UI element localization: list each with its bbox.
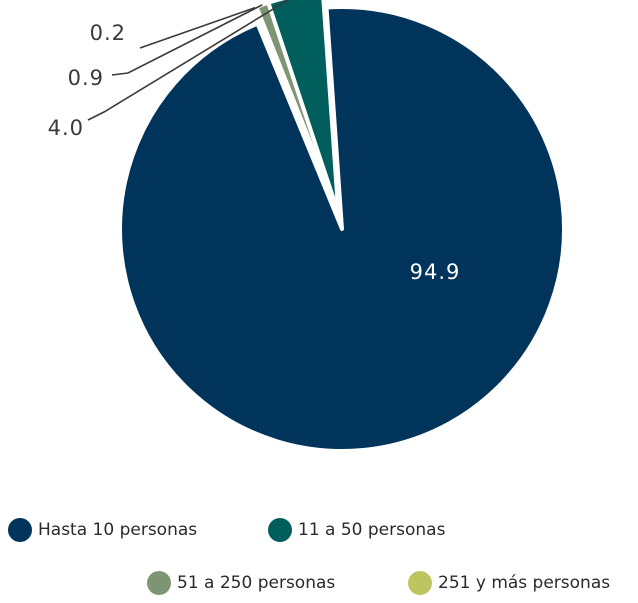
- legend-swatch: [268, 518, 292, 542]
- data-label-251-y-mas: 0.2: [90, 21, 126, 45]
- leader-line-11-a-50: [87, 0, 290, 121]
- legend-row-1: Hasta 10 personas 11 a 50 personas: [0, 510, 638, 550]
- pie-slice-hasta-10[interactable]: [118, 5, 566, 453]
- legend-swatch: [8, 518, 32, 542]
- legend-label: 251 y más personas: [438, 573, 611, 593]
- legend-swatch: [147, 571, 171, 595]
- leader-line-51-a-250: [111, 4, 263, 76]
- legend-row-2: 51 a 250 personas 251 y más personas: [0, 563, 638, 603]
- legend-label: Hasta 10 personas: [38, 520, 198, 540]
- legend-item-11-a-50[interactable]: 11 a 50 personas: [268, 510, 445, 550]
- legend-item-hasta-10[interactable]: Hasta 10 personas: [8, 510, 197, 550]
- data-label-51-a-250: 0.9: [68, 66, 104, 90]
- data-label-hasta-10: 94.9: [410, 260, 461, 284]
- legend-item-51-a-250[interactable]: 51 a 250 personas: [147, 563, 335, 603]
- data-label-11-a-50: 4.0: [48, 116, 84, 140]
- legend-swatch: [408, 571, 432, 595]
- pie-chart: 94.9 4.0 0.9 0.2: [48, 0, 566, 453]
- leader-line-251-y-mas: [139, 6, 256, 49]
- legend-label: 11 a 50 personas: [298, 520, 446, 540]
- legend-item-251-y-mas[interactable]: 251 y más personas: [408, 563, 610, 603]
- legend-label: 51 a 250 personas: [177, 573, 336, 593]
